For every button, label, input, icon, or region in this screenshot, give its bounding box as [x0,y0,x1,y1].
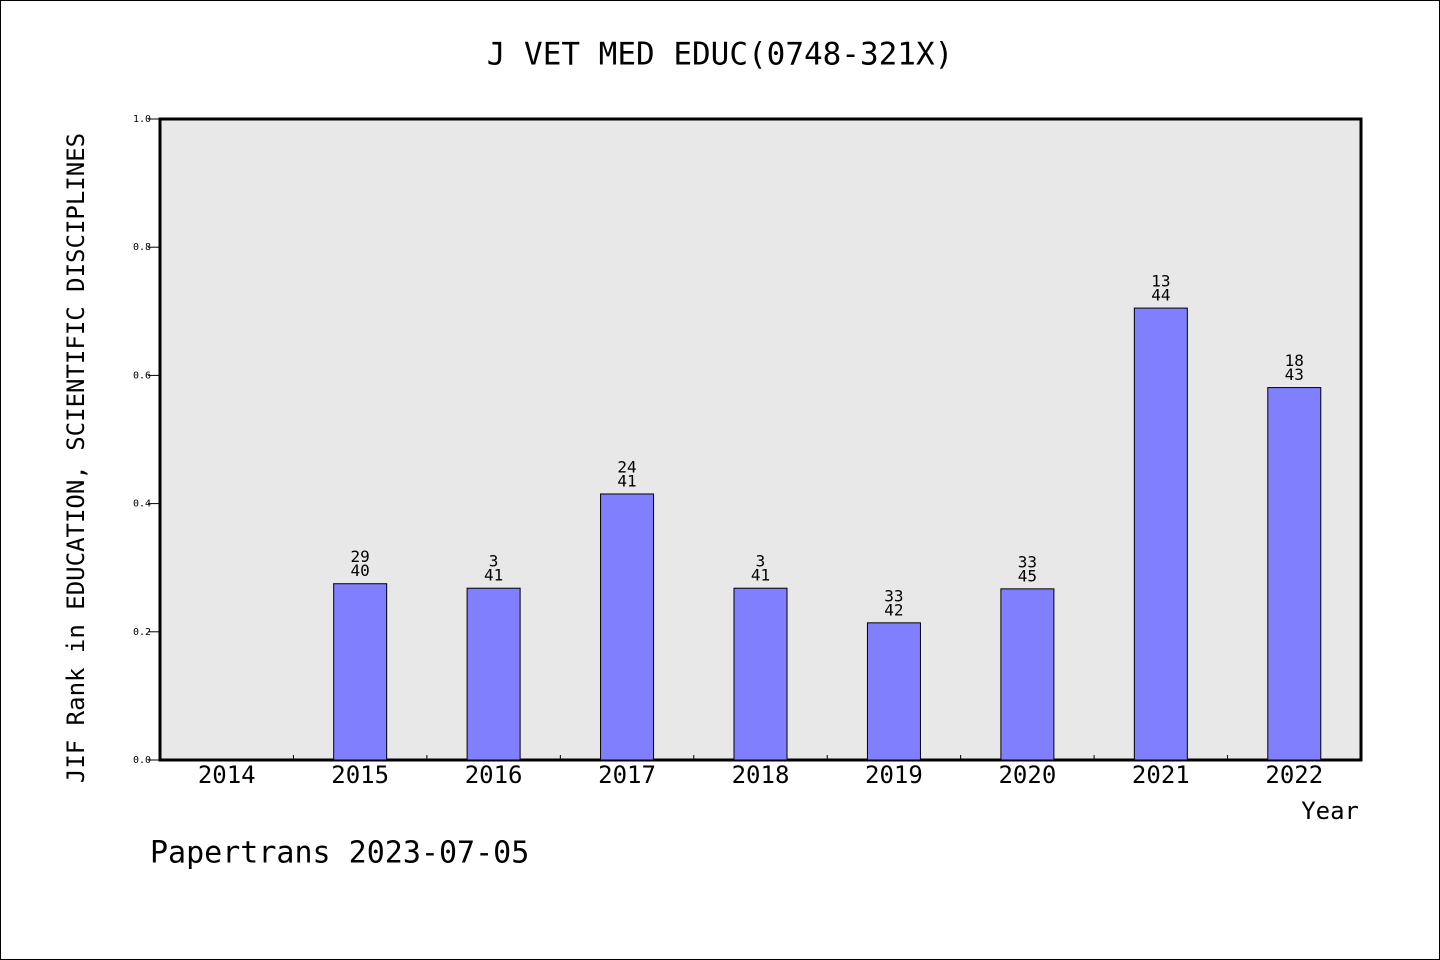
bar [1133,307,1188,761]
y-tick-label: 0.6 [133,370,151,381]
x-tick-label: 2017 [598,761,656,789]
bar [1000,588,1055,761]
bar-total-label: 40 [351,561,370,580]
ticks-group [148,118,1229,761]
y-tick-label: 0.8 [133,242,151,253]
x-axis-label: Year [1301,797,1359,825]
bar-total-label: 41 [617,471,636,490]
bar-total-label: 41 [484,566,503,585]
bar-rank-label: 3 [756,552,766,571]
bar [600,493,655,761]
x-tick-label: 2020 [998,761,1056,789]
bar [866,622,921,761]
x-tick-label: 2018 [732,761,790,789]
y-tick-label: 1.0 [133,114,151,125]
bar-total-label: 44 [1151,286,1170,305]
y-axis-label: JIF Rank in EDUCATION, SCIENTIFIC DISCIP… [62,133,90,783]
bar [1267,387,1322,761]
bar-rank-label: 3 [489,552,499,571]
bar-total-label: 41 [751,566,770,585]
bar-rank-label: 33 [884,586,903,605]
bar-total-label: 45 [1018,566,1037,585]
x-tick-label: 2021 [1132,761,1190,789]
y-tick-label: 0.0 [133,755,151,766]
bar-rank-label: 29 [351,547,370,566]
x-tick-label: 2022 [1265,761,1323,789]
bar-rank-label: 13 [1151,272,1170,291]
footer-text: Papertrans 2023-07-05 [150,836,529,871]
bars-group [333,307,1322,761]
y-tick-label: 0.2 [133,627,151,638]
bar-rank-label: 24 [617,457,636,476]
x-tick-label: 2019 [865,761,923,789]
chart-title: J VET MED EDUC(0748-321X) [487,37,954,73]
bar [333,583,388,761]
bar-total-label: 43 [1285,365,1304,384]
bar-rank-label: 18 [1285,351,1304,370]
x-tick-label: 2016 [465,761,523,789]
bar [733,587,788,761]
x-tick-label: 2014 [198,761,256,789]
bar-rank-label: 33 [1018,552,1037,571]
bar-total-label: 42 [884,600,903,619]
y-tick-label: 0.4 [133,499,151,510]
x-tick-label: 2015 [331,761,389,789]
bar [466,587,521,761]
